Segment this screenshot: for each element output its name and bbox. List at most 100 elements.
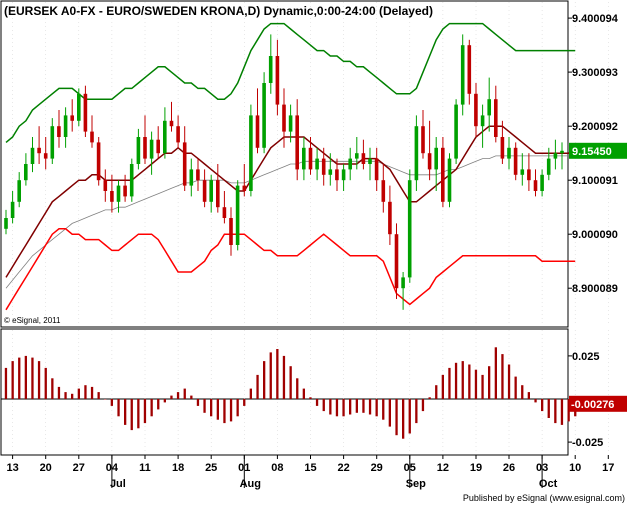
candlestick — [216, 164, 220, 213]
osc-y-tick-label: 0.025 — [572, 351, 600, 363]
x-tick-label: 08 — [271, 462, 283, 474]
histogram-bar — [547, 399, 550, 418]
histogram-bar — [210, 399, 213, 417]
histogram-bar — [481, 374, 484, 399]
axes: 9.400094 9.300093 9.200092 9.100091 9.000090… — [6, 13, 627, 490]
histogram-bar — [402, 399, 405, 439]
candlestick — [30, 137, 35, 173]
histogram-bar — [11, 361, 14, 399]
candle-body — [222, 207, 227, 218]
histogram-bar — [421, 399, 425, 412]
last-price-tag — [569, 142, 627, 159]
candlestick — [83, 85, 88, 137]
candle-body — [355, 153, 359, 159]
histogram-bar — [44, 367, 47, 399]
candle-body — [533, 180, 538, 191]
histogram-bar — [137, 399, 140, 429]
copyright-text: © eSignal, 2011 — [4, 316, 61, 325]
histogram-bar — [31, 357, 34, 399]
histogram-bar — [203, 399, 206, 413]
candle-body — [262, 83, 266, 148]
candle-body — [156, 139, 160, 154]
candle-body — [315, 158, 319, 170]
candle-body — [202, 180, 207, 202]
osc-last-value: -0.00276 — [571, 399, 614, 411]
histogram-bar — [90, 386, 94, 399]
slow-moving-average-line — [5, 155, 576, 289]
candle-body — [507, 147, 511, 159]
histogram-bar — [534, 399, 537, 403]
histogram-bar — [408, 399, 411, 434]
month-label: Sep — [406, 478, 426, 490]
price-y-tick-label: 9.000090 — [572, 229, 618, 241]
candlestick — [196, 158, 200, 191]
candle-body — [540, 174, 544, 191]
candlestick — [295, 99, 299, 181]
histogram-bar — [117, 399, 120, 417]
candle-body — [328, 169, 333, 175]
histogram-bar — [51, 378, 54, 399]
candle-body — [43, 153, 48, 159]
histogram-bar — [395, 399, 398, 436]
histogram-bar — [388, 399, 391, 427]
x-tick-label: 12 — [437, 462, 449, 474]
price-plot — [4, 2, 609, 326]
histogram-bar — [488, 366, 491, 399]
candlestick — [546, 147, 551, 181]
candlestick — [90, 115, 94, 148]
x-tick-label: 29 — [371, 462, 383, 474]
candlestick — [70, 99, 74, 132]
candle-body — [249, 115, 253, 191]
histogram-bar — [349, 399, 352, 415]
candlestick — [513, 142, 518, 181]
candlestick — [348, 147, 352, 181]
candle-body — [136, 137, 141, 164]
candle-body — [268, 56, 273, 83]
x-tick-label: 25 — [205, 462, 217, 474]
candlestick — [374, 147, 379, 191]
candle-body — [176, 126, 180, 143]
candlestick — [10, 191, 15, 224]
candle-body — [30, 147, 35, 164]
candle-body — [255, 115, 260, 148]
candle-body — [235, 185, 240, 245]
candlestick — [388, 185, 392, 245]
histogram-bar — [560, 399, 564, 425]
candlestick — [302, 137, 306, 181]
histogram-bar — [216, 399, 219, 420]
histogram-bar — [521, 385, 524, 399]
histogram-bar — [64, 392, 67, 399]
candle-body — [480, 115, 485, 127]
x-tick-label: 20 — [40, 462, 52, 474]
candlestick — [467, 39, 472, 105]
candlestick — [394, 223, 399, 299]
candlestick — [527, 153, 531, 191]
histogram-bar — [527, 392, 530, 399]
histogram-bar — [282, 355, 286, 399]
osc-last-value-tag — [569, 395, 627, 412]
histogram-bar — [263, 361, 266, 399]
histogram-bar — [302, 388, 305, 399]
month-label: Jul — [110, 478, 126, 490]
candlestick — [288, 104, 293, 143]
candle-body — [182, 142, 187, 186]
candlestick — [77, 88, 81, 127]
candle-body — [321, 158, 326, 175]
candle-body — [341, 169, 346, 181]
candle-body — [282, 104, 286, 132]
candlestick — [149, 131, 154, 175]
candle-body — [229, 218, 233, 245]
candle-body — [381, 180, 386, 202]
x-tick-label: 17 — [602, 462, 614, 474]
histogram-bar — [229, 399, 233, 422]
histogram-bar — [196, 399, 200, 406]
candlestick — [110, 174, 114, 213]
month-label: Oct — [539, 478, 558, 490]
price-panel-frame — [0, 0, 569, 328]
price-y-tick-label: 8.900089 — [572, 283, 618, 295]
price-y-tick-label: 9.100091 — [572, 175, 618, 187]
candlestick — [50, 118, 55, 164]
candlestick — [202, 169, 207, 208]
x-tick-label: 22 — [337, 462, 349, 474]
candle-body — [216, 180, 220, 208]
